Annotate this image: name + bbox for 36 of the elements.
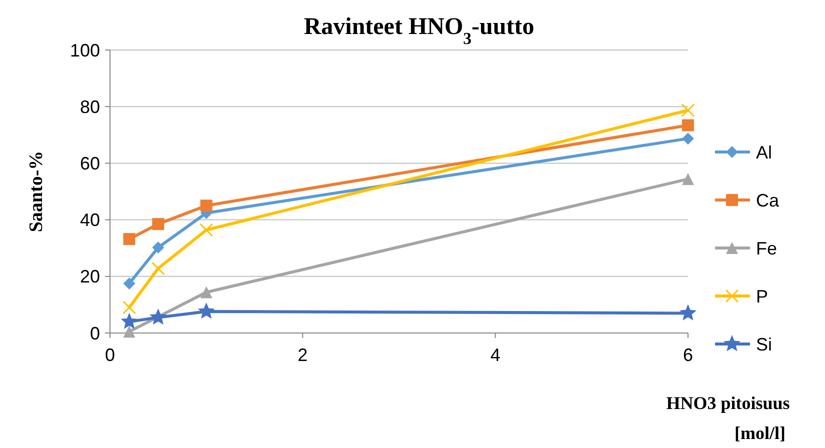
- y-tick-label: 80: [80, 96, 100, 117]
- x-tick-label: 6: [682, 345, 694, 365]
- point: [122, 314, 137, 328]
- legend-label: P: [756, 286, 768, 306]
- y-tick-label: 40: [80, 210, 100, 230]
- point: [122, 300, 136, 314]
- point: [151, 262, 165, 276]
- point: [682, 173, 694, 186]
- point: [200, 286, 212, 298]
- point: [682, 119, 694, 132]
- y-tick-label: 100: [70, 40, 100, 60]
- legend-label: Ca: [756, 190, 780, 210]
- point: [123, 233, 136, 246]
- point: [200, 223, 214, 237]
- point: [681, 104, 695, 118]
- point: [150, 310, 166, 324]
- chart-title: Ravinteet HNO$_{3}$-uutto: [304, 14, 534, 48]
- point: [123, 277, 136, 290]
- x-axis-title: HNO3 pitoisuus [mol/l]: [666, 393, 790, 443]
- y-axis-title: Saanto-%: [26, 150, 47, 232]
- y-tick-label: 60: [80, 154, 100, 174]
- point: [152, 218, 164, 230]
- point: [123, 326, 136, 338]
- y-tick-label: 20: [80, 266, 100, 287]
- point: [680, 305, 696, 320]
- legend-label: Al: [756, 142, 772, 162]
- point: [200, 200, 212, 212]
- x-tick-label: 4: [490, 345, 500, 365]
- point: [198, 304, 214, 318]
- y-tick-label: 0: [90, 323, 100, 344]
- x-tick-label: 0: [104, 345, 116, 365]
- point: [682, 132, 694, 145]
- point: [152, 242, 164, 254]
- x-tick-label: 2: [298, 345, 308, 365]
- legend-label: Si: [756, 334, 772, 354]
- legend-label: Fe: [756, 238, 778, 258]
